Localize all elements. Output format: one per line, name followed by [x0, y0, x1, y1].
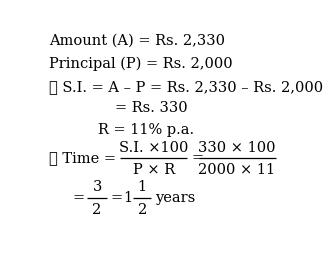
Text: 1: 1	[123, 191, 132, 205]
Text: ∴ Time =: ∴ Time =	[49, 151, 116, 165]
Text: 1: 1	[138, 180, 147, 194]
Text: 3: 3	[93, 180, 102, 194]
Text: Amount (A) = Rs. 2,330: Amount (A) = Rs. 2,330	[49, 34, 225, 48]
Text: =: =	[191, 151, 203, 165]
Text: 2: 2	[138, 203, 147, 217]
Text: R = 11% p.a.: R = 11% p.a.	[99, 123, 194, 137]
Text: 2: 2	[93, 203, 102, 217]
Text: =: =	[73, 191, 85, 205]
Text: = Rs. 330: = Rs. 330	[115, 101, 188, 115]
Text: =: =	[111, 191, 123, 205]
Text: Principal (P) = Rs. 2,000: Principal (P) = Rs. 2,000	[49, 56, 233, 71]
Text: S.I. ×100: S.I. ×100	[119, 141, 188, 155]
Text: 2000 × 11: 2000 × 11	[198, 162, 275, 176]
Text: 330 × 100: 330 × 100	[198, 141, 275, 155]
Text: ∴ S.I. = A – P = Rs. 2,330 – Rs. 2,000: ∴ S.I. = A – P = Rs. 2,330 – Rs. 2,000	[49, 80, 323, 94]
Text: P × R: P × R	[133, 162, 175, 176]
Text: years: years	[155, 191, 195, 205]
